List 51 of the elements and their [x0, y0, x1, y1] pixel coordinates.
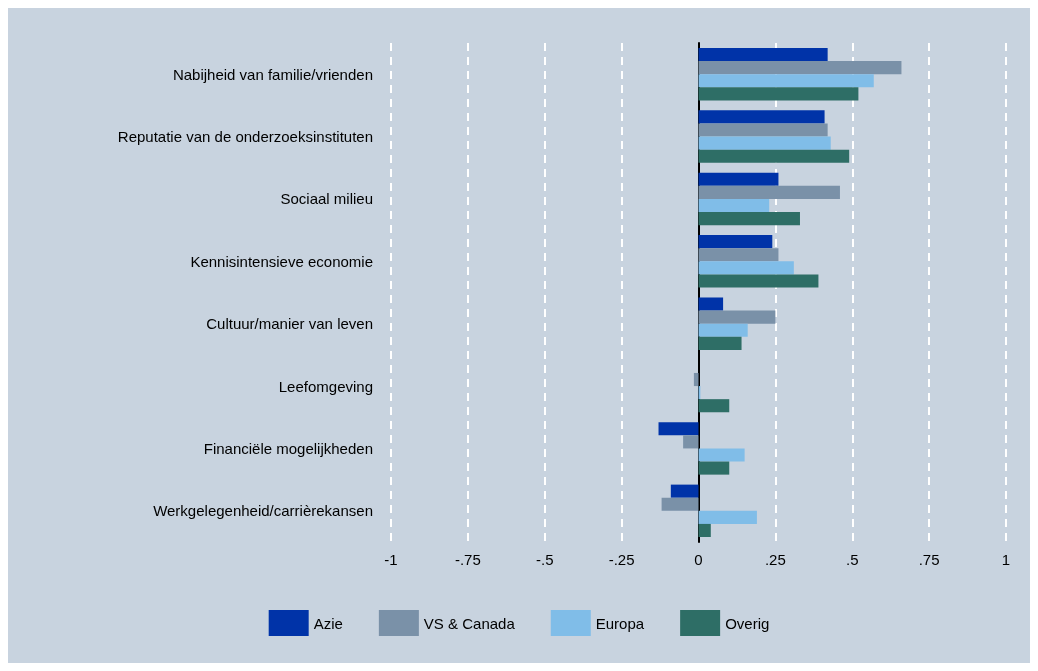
bar	[698, 399, 730, 413]
bar	[698, 136, 831, 150]
bar	[658, 422, 699, 436]
bar	[698, 510, 757, 524]
bar	[698, 172, 779, 186]
bar	[698, 310, 776, 324]
y-tick-label: Nabijheid van familie/vrienden	[172, 65, 373, 83]
x-tick-label: .25	[764, 551, 786, 568]
bar	[698, 212, 800, 226]
bar	[698, 448, 745, 462]
bar	[698, 274, 819, 288]
y-tick-label: Leefomgeving	[278, 377, 373, 395]
bar	[693, 372, 699, 387]
x-tick-label: -.25	[608, 551, 635, 568]
y-tick-label: Kennisintensieve economie	[190, 252, 373, 270]
bar	[683, 435, 699, 449]
bar	[698, 297, 724, 311]
x-tick-label: 0	[694, 551, 703, 568]
x-tick-label: .75	[918, 551, 940, 568]
bar	[698, 47, 828, 62]
bar	[698, 461, 730, 475]
bar	[698, 248, 779, 262]
bar	[698, 61, 902, 75]
x-tick-label: .5	[845, 551, 859, 568]
y-tick-label: Sociaal milieu	[280, 190, 373, 208]
bar	[661, 497, 699, 511]
legend-label: VS & Canada	[423, 614, 516, 632]
legend-label: Azie	[313, 614, 343, 632]
y-tick-label: Reputatie van de onderzoeksinstituten	[117, 128, 373, 146]
bar	[698, 336, 742, 350]
bar	[698, 123, 828, 137]
bar	[698, 198, 770, 213]
y-tick-label: Cultuur/manier van leven	[206, 315, 373, 333]
bar	[698, 323, 748, 337]
legend-label: Europa	[595, 614, 645, 632]
bar	[698, 87, 859, 101]
bar	[698, 261, 794, 275]
x-tick-label: -.75	[454, 551, 481, 568]
x-tick-label: -.5	[535, 551, 554, 568]
bar	[698, 149, 850, 163]
bar	[698, 74, 874, 88]
x-tick-label: -1	[384, 551, 398, 568]
x-tick-label: 1	[1001, 551, 1011, 568]
bar	[698, 235, 773, 249]
bar	[698, 523, 711, 538]
y-tick-label: Financiële mogelijkheden	[203, 439, 373, 457]
legend-label: Overig	[725, 614, 770, 632]
y-tick-label: Werkgelegenheid/carrièrekansen	[153, 502, 373, 520]
bar	[698, 185, 840, 199]
bar	[670, 484, 699, 498]
bar	[698, 110, 825, 124]
